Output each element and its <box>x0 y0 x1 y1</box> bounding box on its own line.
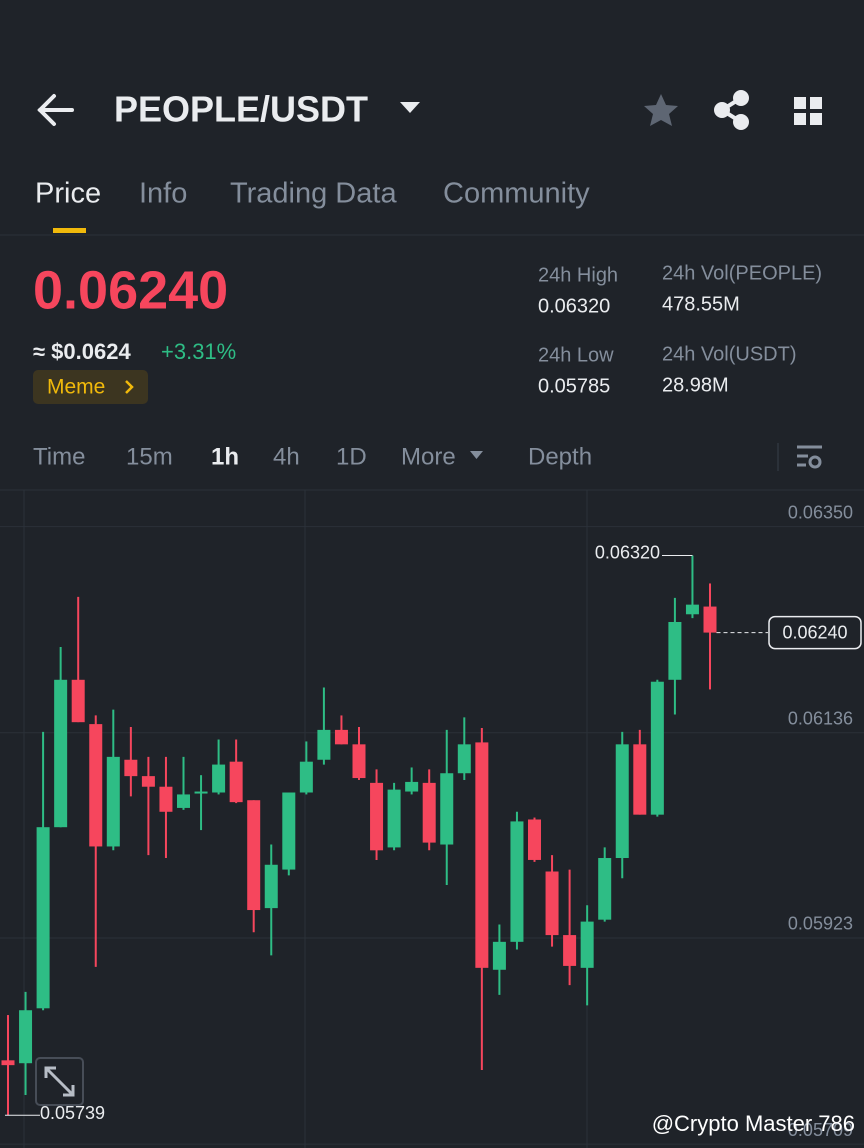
expand-icon[interactable] <box>44 1066 75 1097</box>
pair-caret[interactable] <box>400 102 420 113</box>
stat-value: 0.05785 <box>538 375 610 397</box>
candle-body <box>194 791 208 794</box>
tab[interactable]: Info <box>139 178 187 210</box>
interval[interactable]: Time <box>33 443 85 470</box>
candle-body <box>159 786 173 812</box>
candle-body <box>106 756 120 847</box>
candle-body <box>370 782 384 851</box>
stat-label: 24h Vol(USDT) <box>662 343 797 365</box>
y-tick-label: 0.05709 <box>788 1120 853 1140</box>
tab[interactable]: Price <box>35 178 101 210</box>
max-label: 0.06320 <box>595 542 660 562</box>
min-label: 0.05739 <box>40 1103 105 1123</box>
candle-body <box>598 858 612 920</box>
stat-label: 24h High <box>538 264 618 286</box>
interval[interactable]: Depth <box>528 443 592 470</box>
tab-indicator <box>53 228 86 233</box>
candle-body <box>141 776 155 787</box>
candle-body <box>264 864 278 909</box>
usd-price: ≈ $0.0624 <box>33 339 131 364</box>
interval[interactable]: 1h <box>211 443 239 470</box>
tag-badge[interactable] <box>33 370 148 404</box>
candle-body <box>352 744 366 779</box>
last-price-box <box>768 615 862 650</box>
candle-body <box>334 729 348 745</box>
more-caret[interactable] <box>470 451 483 459</box>
candle-body <box>580 921 594 968</box>
candle-body <box>457 744 471 774</box>
candle-body <box>212 764 226 793</box>
candle-body <box>422 782 436 843</box>
candle-body <box>229 761 243 803</box>
candle-body <box>475 742 489 968</box>
tag-chevron[interactable] <box>125 380 134 394</box>
candle-body <box>71 679 85 723</box>
last-price-label: 0.06240 <box>782 622 847 642</box>
y-tick-label: 0.06136 <box>788 709 853 729</box>
candle-body <box>19 1010 33 1064</box>
interval[interactable]: More <box>401 443 456 470</box>
tab[interactable]: Community <box>443 178 590 210</box>
layout-icon[interactable] <box>794 97 822 125</box>
candle-body <box>387 789 401 848</box>
candle-body <box>405 781 419 792</box>
stat-label: 24h Low <box>538 344 614 366</box>
stat-value: 478.55M <box>662 293 740 315</box>
y-tick-label: 0.06350 <box>788 502 853 522</box>
candle-body <box>545 871 559 936</box>
candle-body <box>633 744 647 815</box>
candle-body <box>124 759 138 777</box>
candle-body <box>615 744 629 859</box>
last-price: 0.06240 <box>33 260 228 320</box>
candle-body <box>1 1060 15 1066</box>
y-tick-label: 0.05923 <box>788 914 853 934</box>
candle-body <box>528 819 541 860</box>
tag-text[interactable]: Meme <box>47 376 105 399</box>
candle-body <box>703 606 717 633</box>
candle-body <box>282 792 296 870</box>
candle-body <box>650 681 664 815</box>
candlestick-chart: 0.06350 0.06136 0.05923 0.05709 0.06320 0.057… <box>0 490 864 1148</box>
candle-body <box>247 800 261 911</box>
candle-body <box>563 935 577 966</box>
candle-body <box>36 827 50 1009</box>
candle-body <box>89 724 103 847</box>
tab[interactable]: Trading Data <box>230 178 397 210</box>
candle-body <box>177 794 190 808</box>
stat-value: 28.98M <box>662 374 729 396</box>
share-icon[interactable] <box>714 90 749 130</box>
interval[interactable]: 4h <box>273 443 300 470</box>
candle-body <box>440 773 454 845</box>
interval[interactable]: 15m <box>126 443 173 470</box>
back-button[interactable] <box>37 94 74 126</box>
candle-body <box>317 729 331 760</box>
interval[interactable]: 1D <box>336 443 367 470</box>
favorite-icon[interactable] <box>644 94 678 126</box>
watermark: @Crypto Master 786 <box>652 1111 855 1136</box>
candle-body <box>54 679 68 828</box>
settings-icon[interactable] <box>797 445 822 469</box>
stat-value: 0.06320 <box>538 295 610 317</box>
stat-label: 24h Vol(PEOPLE) <box>662 262 822 284</box>
pair-title[interactable]: PEOPLE/USDT <box>114 89 368 130</box>
price-change: +3.31% <box>161 339 236 364</box>
candle-body <box>685 604 699 615</box>
candle-body <box>510 821 524 942</box>
candle-body <box>492 941 506 970</box>
candle-body <box>668 621 682 680</box>
candle-body <box>299 761 313 793</box>
